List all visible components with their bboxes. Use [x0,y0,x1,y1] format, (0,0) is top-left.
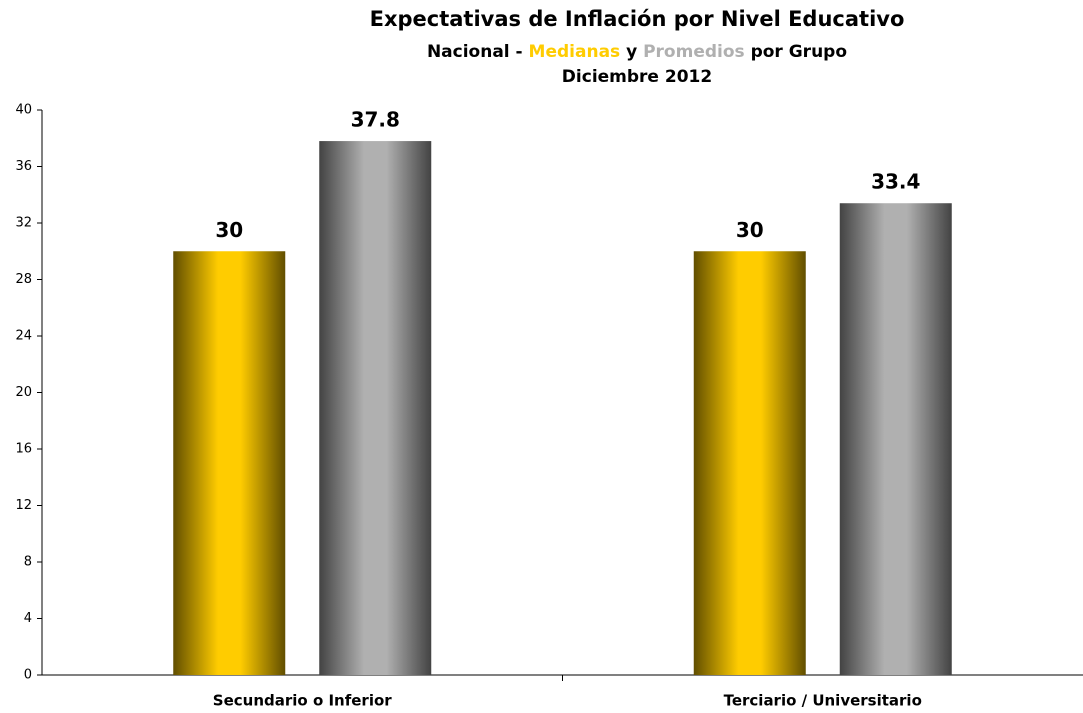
bar [693,251,806,675]
data-label: 37.8 [351,108,400,132]
data-label: 30 [215,218,243,242]
x-tick-label: Terciario / Universitario [724,692,922,710]
chart-date: Diciembre 2012 [562,67,712,87]
x-tick-label: Secundario o Inferior [213,692,392,710]
bar [173,251,286,675]
y-tick-label: 36 [15,159,32,174]
y-tick-label: 12 [15,498,32,513]
series-name: Medianas [529,42,621,62]
y-tick-label: 20 [15,385,32,400]
y-tick-label: 16 [15,442,32,457]
y-tick-label: 0 [24,668,32,683]
data-label: 33.4 [871,170,920,194]
y-tick-label: 4 [24,611,32,626]
chart-title: Expectativas de Inflación por Nivel Educ… [370,7,905,31]
subtitle-part: Nacional - [427,42,523,62]
subtitle-part: por Grupo [751,42,847,62]
y-tick-label: 8 [24,555,32,570]
y-tick-label: 28 [15,272,32,287]
subtitle-part: y [626,42,637,62]
data-label: 30 [736,218,764,242]
series-name: Promedios [643,42,745,62]
bar [839,203,952,675]
y-tick-label: 40 [15,103,32,118]
y-tick-label: 32 [15,216,32,231]
chart-subtitle: Nacional - Medianas y Promedios por Grup… [427,42,847,62]
y-tick-label: 24 [15,329,32,344]
bar [319,141,432,675]
